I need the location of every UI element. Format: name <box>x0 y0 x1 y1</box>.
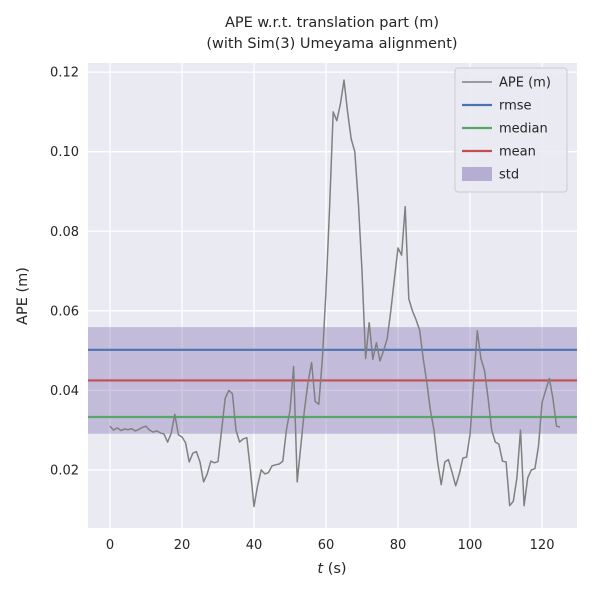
chart-title: APE w.r.t. translation part (m) <box>225 15 439 31</box>
y-tick-label: 0.06 <box>50 304 79 319</box>
x-tick-label: 20 <box>174 538 191 553</box>
chart-subtitle: (with Sim(3) Umeyama alignment) <box>206 36 457 52</box>
ape-series-line <box>109 79 561 508</box>
y-tick-label: 0.10 <box>50 145 79 160</box>
legend-label: std <box>499 168 519 183</box>
y-tick-label: 0.04 <box>50 384 79 399</box>
plot-area: 0 20 40 60 80 100 120 0.02 0.04 0.06 0.08 0.10 0.12 A… <box>50 63 577 553</box>
legend-box <box>454 67 568 193</box>
x-tick-label: 0 <box>106 538 114 553</box>
x-tick-label: 80 <box>390 538 407 553</box>
x-axis-label-unit: (s) <box>323 561 346 577</box>
x-axis-label-var: t <box>317 561 324 577</box>
x-tick-label: 40 <box>246 538 263 553</box>
y-axis-label: APE (m) <box>15 267 31 325</box>
y-tick-label: 0.12 <box>50 66 79 81</box>
x-axis-label: t (s) <box>317 561 346 577</box>
legend-label: rmse <box>499 99 532 114</box>
y-tick-label: 0.08 <box>50 225 79 240</box>
x-tick-label: 60 <box>318 538 335 553</box>
legend-label: median <box>499 122 548 137</box>
legend-std-patch-icon <box>462 167 492 181</box>
x-tick-label: 120 <box>530 538 555 553</box>
legend-label: mean <box>499 145 536 160</box>
legend-label: APE (m) <box>499 76 551 91</box>
y-tick-label: 0.02 <box>50 463 79 478</box>
x-tick-label: 100 <box>458 538 483 553</box>
